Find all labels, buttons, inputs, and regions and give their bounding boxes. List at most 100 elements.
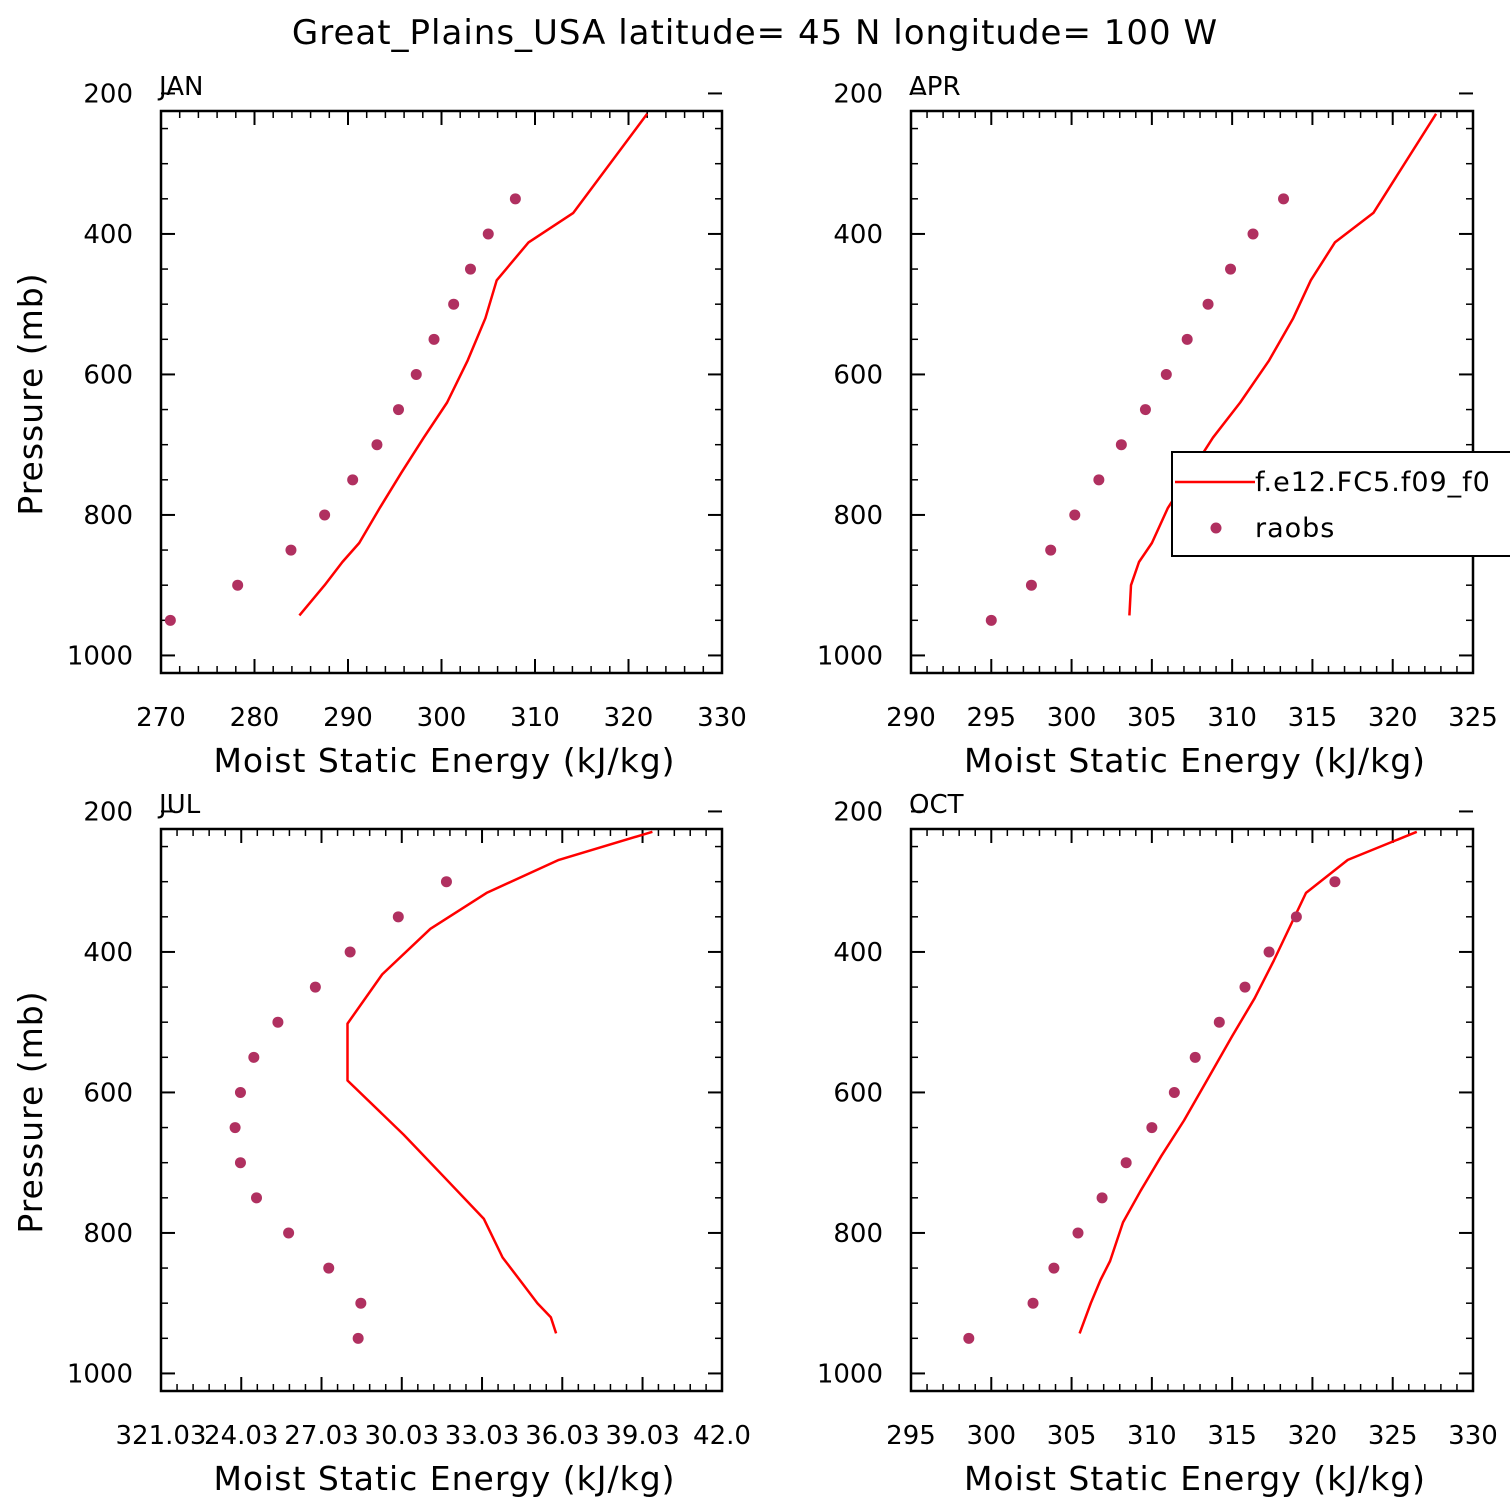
- y-tick-label: 600: [83, 360, 133, 390]
- figure-title: Great_Plains_USA latitude= 45 N longitud…: [292, 13, 1218, 53]
- y-tick-label: 200: [833, 79, 883, 109]
- legend-box: [1171, 451, 1510, 557]
- raob-point: [428, 333, 440, 345]
- raob-point: [319, 509, 331, 521]
- raob-point: [1278, 193, 1290, 205]
- raob-point: [1096, 1192, 1108, 1204]
- x-tick-label: 320: [1368, 703, 1418, 733]
- x-tick-label: 300: [417, 703, 467, 733]
- plot-frame: [909, 827, 1475, 1393]
- y-tick-label: 1000: [67, 1359, 133, 1389]
- raob-point: [251, 1192, 263, 1204]
- raob-point: [1072, 1227, 1084, 1239]
- plot-frame: [909, 109, 1475, 675]
- raob-point: [285, 544, 297, 556]
- panel-apr: APR 290 295 300 305 310 315 320 325 200 400 600 800 1…: [817, 72, 1498, 780]
- panel-label: APR: [909, 72, 961, 102]
- raob-point: [1202, 298, 1214, 310]
- raob-point: [1168, 1086, 1180, 1098]
- x-tick-label: 320: [1288, 1421, 1338, 1451]
- panels: JAN 270 280 290 300 310 320 330 200 400 600 800 1000…: [11, 72, 1510, 1498]
- legend-label-raobs: raobs: [1255, 513, 1335, 544]
- raob-point: [344, 946, 356, 958]
- raob-point: [229, 1122, 241, 1134]
- raob-point: [347, 474, 359, 486]
- y-tick-label: 1000: [817, 1359, 883, 1389]
- raob-point: [963, 1332, 975, 1344]
- raob-point: [1027, 1297, 1039, 1309]
- raob-point: [234, 1157, 246, 1169]
- raob-point: [1290, 911, 1302, 923]
- plot-frame: [159, 827, 724, 1393]
- y-tick-label: 600: [833, 360, 883, 390]
- raob-point: [1093, 474, 1105, 486]
- panel-label: JUL: [157, 790, 201, 820]
- y-axis-label: Pressure (mb): [11, 990, 50, 1233]
- x-tick-label: 295: [966, 703, 1016, 733]
- raob-point: [164, 614, 176, 626]
- raob-point: [410, 368, 422, 380]
- y-tick-label: 800: [833, 1219, 883, 1249]
- x-tick-label: 321.03: [116, 1421, 207, 1451]
- x-axis-label: Moist Static Energy (kJ/kg): [213, 1459, 675, 1498]
- raob-point: [392, 911, 404, 923]
- raob-point: [323, 1262, 335, 1274]
- model-line: [1128, 113, 1438, 616]
- x-tick-label: 300: [1047, 703, 1097, 733]
- model-line: [346, 830, 653, 1334]
- raob-point: [1048, 1262, 1060, 1274]
- raob-point: [1115, 439, 1127, 451]
- x-tick-label: 330: [697, 703, 747, 733]
- raob-point: [1239, 981, 1251, 993]
- x-tick-label: 290: [323, 703, 373, 733]
- raob-point: [392, 404, 404, 416]
- x-tick-label: 330: [1448, 1421, 1498, 1451]
- x-tick-label: 300: [966, 1421, 1016, 1451]
- y-tick-label: 800: [83, 1219, 133, 1249]
- y-axis-label: Pressure (mb): [11, 272, 50, 515]
- x-tick-label: 290: [886, 703, 936, 733]
- raob-point: [352, 1332, 364, 1344]
- raob-point: [232, 579, 244, 591]
- raob-point: [248, 1051, 260, 1063]
- panel-oct: OCT 295 300 305 310 315 320 325 330 200 400 600 800 1…: [817, 790, 1498, 1498]
- x-axis-label: Moist Static Energy (kJ/kg): [964, 741, 1426, 780]
- y-tick-label: 200: [833, 797, 883, 827]
- raob-point: [985, 614, 997, 626]
- x-tick-label: 270: [136, 703, 186, 733]
- x-tick-label: 325: [1448, 703, 1498, 733]
- y-tick-label: 1000: [67, 641, 133, 671]
- x-axis-label: Moist Static Energy (kJ/kg): [213, 741, 675, 780]
- x-tick-label: 280: [230, 703, 280, 733]
- model-line: [298, 113, 649, 617]
- raob-point: [355, 1297, 367, 1309]
- x-tick-label: 36.03: [525, 1421, 599, 1451]
- y-tick-label: 400: [833, 938, 883, 968]
- raob-point: [1045, 544, 1057, 556]
- x-tick-label: 24.03: [204, 1421, 278, 1451]
- x-tick-label: 310: [510, 703, 560, 733]
- y-tick-label: 400: [83, 938, 133, 968]
- raob-point: [509, 193, 521, 205]
- raob-point: [1189, 1051, 1201, 1063]
- raob-point: [272, 1016, 284, 1028]
- y-tick-label: 600: [83, 1078, 133, 1108]
- raob-point: [482, 228, 494, 240]
- x-tick-label: 315: [1207, 1421, 1257, 1451]
- y-tick-label: 600: [833, 1078, 883, 1108]
- x-tick-label: 320: [604, 703, 654, 733]
- y-tick-label: 800: [83, 501, 133, 531]
- x-tick-label: 315: [1288, 703, 1338, 733]
- raob-point: [283, 1227, 295, 1239]
- legend-label-model: f.e12.FC5.f09_f0: [1255, 467, 1491, 498]
- panel-label: OCT: [909, 790, 964, 820]
- model-line: [1078, 830, 1418, 1334]
- x-tick-label: 305: [1127, 703, 1177, 733]
- y-tick-label: 1000: [817, 641, 883, 671]
- y-tick-label: 200: [83, 797, 133, 827]
- raob-point: [1247, 228, 1259, 240]
- x-tick-label: 30.03: [365, 1421, 439, 1451]
